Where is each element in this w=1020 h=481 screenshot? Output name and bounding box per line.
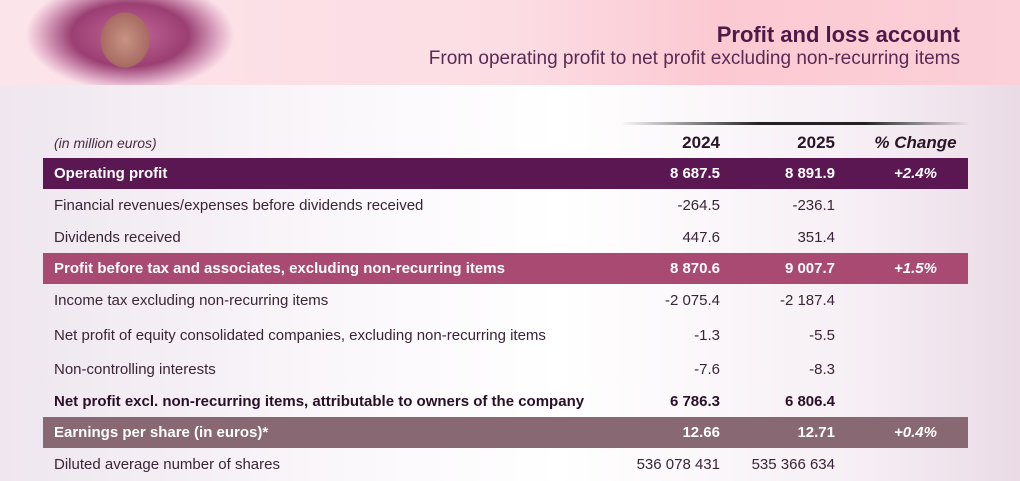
- value-2024: 447.6: [682, 229, 720, 246]
- row-label: Financial revenues/expenses before divid…: [54, 197, 424, 214]
- table-row: Earnings per share (in euros)* 12.66 12.71…: [43, 417, 968, 448]
- row-label: Operating profit: [54, 165, 168, 182]
- row-label: Net profit excl. non-recurring items, at…: [54, 393, 585, 410]
- row-label: Diluted average number of shares: [54, 456, 280, 473]
- table-row: Diluted average number of shares 536 078 …: [43, 449, 968, 480]
- value-2024: -264.5: [677, 197, 720, 214]
- col-change: % Change: [874, 132, 957, 152]
- table-row: Non-controlling interests -7.6 -8.3: [43, 354, 968, 385]
- page-title: Profit and loss account: [716, 22, 960, 47]
- value-2025: 6 806.4: [784, 393, 835, 410]
- model-photo: [0, 0, 260, 85]
- value-2025: -2 187.4: [779, 292, 835, 309]
- value-2025: 12.71: [797, 424, 835, 441]
- header-banner: Profit and loss account From operating p…: [0, 0, 1020, 85]
- value-2024: 8 687.5: [669, 165, 720, 182]
- table-row: Operating profit 8 687.5 8 891.9 +2.4%: [43, 158, 968, 189]
- value-2024: 536 078 431: [636, 456, 720, 473]
- row-label: Income tax excluding non-recurring items: [54, 292, 329, 309]
- value-2025: 9 007.7: [784, 260, 835, 277]
- value-2024: -2 075.4: [664, 292, 720, 309]
- value-2024: -7.6: [694, 361, 720, 378]
- table-row: Profit before tax and associates, exclud…: [43, 253, 968, 284]
- value-2025: -236.1: [792, 197, 835, 214]
- value-change: +1.5%: [894, 260, 937, 277]
- table-header: (in million euros) 2024 2025 % Change: [43, 127, 968, 158]
- header-divider: [620, 122, 970, 125]
- value-2024: 6 786.3: [669, 393, 720, 410]
- value-2025: -5.5: [809, 327, 835, 344]
- value-2025: 351.4: [797, 229, 835, 246]
- value-2025: 535 366 634: [751, 456, 835, 473]
- table-row: Net profit excl. non-recurring items, at…: [43, 386, 968, 417]
- value-2025: -8.3: [809, 361, 835, 378]
- row-label: Dividends received: [54, 229, 181, 246]
- col-2024: 2024: [682, 132, 720, 152]
- row-label: Net profit of equity consolidated compan…: [54, 327, 546, 344]
- value-2024: 12.66: [682, 424, 720, 441]
- value-2025: 8 891.9: [784, 165, 835, 182]
- table-row: Income tax excluding non-recurring items…: [43, 285, 968, 316]
- value-2024: 8 870.6: [669, 260, 720, 277]
- value-2024: -1.3: [694, 327, 720, 344]
- table-row: Dividends received 447.6 351.4: [43, 222, 968, 253]
- unit-label: (in million euros): [54, 134, 157, 151]
- page-subtitle: From operating profit to net profit excl…: [428, 48, 960, 69]
- col-2025: 2025: [797, 132, 835, 152]
- row-label: Earnings per share (in euros)*: [54, 424, 269, 441]
- value-change: +0.4%: [894, 424, 937, 441]
- value-change: +2.4%: [894, 165, 937, 182]
- row-label: Non-controlling interests: [54, 361, 216, 378]
- table-row: Financial revenues/expenses before divid…: [43, 190, 968, 221]
- row-label: Profit before tax and associates, exclud…: [54, 260, 505, 277]
- table-row: Net profit of equity consolidated compan…: [43, 320, 968, 351]
